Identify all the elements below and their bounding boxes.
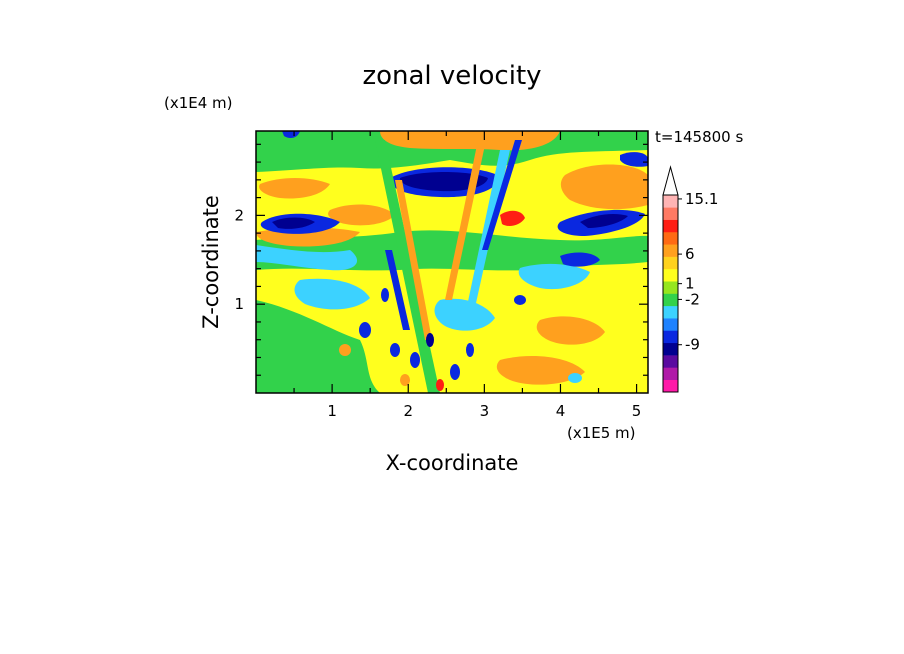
colorbar-band bbox=[663, 293, 678, 307]
field-region-cell-7 bbox=[436, 379, 444, 391]
colorbar-band bbox=[663, 342, 678, 356]
colorbar-band bbox=[663, 355, 678, 368]
colorbar-band bbox=[663, 330, 678, 344]
plot-frame bbox=[255, 130, 649, 394]
y-axis: 12 bbox=[234, 143, 648, 376]
y-tick-label: 2 bbox=[234, 206, 244, 224]
colorbar-band bbox=[663, 231, 678, 245]
field-region-cell-1 bbox=[390, 343, 400, 357]
field-region-orange-bottom bbox=[496, 356, 585, 385]
field-region-jet-right-lower bbox=[560, 252, 600, 267]
colorbar-frame bbox=[662, 194, 679, 393]
colorbar-band bbox=[663, 244, 678, 257]
colorbar-label: 15.1 bbox=[685, 190, 718, 208]
field-region-wave-streak-6 bbox=[445, 140, 486, 300]
field-region-red-core bbox=[500, 210, 525, 226]
x-tick-label: 5 bbox=[632, 402, 642, 420]
colorbar-band bbox=[663, 318, 678, 331]
colorbar-band bbox=[663, 281, 678, 294]
field-region-cell-10 bbox=[381, 288, 389, 302]
y-scale-label: (x1E4 m) bbox=[164, 94, 233, 112]
field-region-cell-2 bbox=[410, 352, 420, 368]
field-region-cell-9 bbox=[339, 344, 351, 356]
field-region-orange-lower-right bbox=[536, 316, 605, 345]
x-tick-label: 1 bbox=[327, 402, 337, 420]
field-region-blue-right-upper bbox=[620, 152, 648, 167]
colorbar-label: 1 bbox=[685, 275, 695, 293]
y-axis-title: Z-coordinate bbox=[199, 195, 223, 329]
field-region-wave-streak-3 bbox=[395, 180, 432, 340]
field-region-orange-right-halo bbox=[560, 164, 648, 210]
y-tick-label: 1 bbox=[234, 295, 244, 313]
colorbar-band bbox=[663, 207, 678, 220]
field-region-cell-5 bbox=[466, 343, 474, 357]
colorbar-label: -2 bbox=[685, 290, 700, 308]
field-region-cyan-left bbox=[256, 245, 358, 271]
colorbar-band bbox=[663, 195, 678, 208]
colorbar-band bbox=[663, 219, 678, 233]
field-region-cyan-lower bbox=[434, 298, 495, 331]
x-tick-label: 4 bbox=[556, 402, 566, 420]
colorbar-band bbox=[663, 367, 678, 380]
field-region-cell-4 bbox=[450, 364, 460, 380]
field-region-lower-green bbox=[256, 300, 380, 393]
colorbar-band bbox=[663, 268, 678, 282]
field-region-cyan-mid bbox=[294, 278, 370, 310]
x-axis-title: X-coordinate bbox=[386, 451, 519, 475]
time-label: t=145800 s bbox=[655, 128, 743, 146]
field-region-cell-3 bbox=[426, 333, 434, 347]
x-tick-label: 2 bbox=[403, 402, 413, 420]
field-region-wave-streak-5 bbox=[482, 140, 522, 250]
x-axis: 1 2 3 4 5 bbox=[293, 131, 642, 420]
chart-title: zonal velocity bbox=[362, 61, 541, 91]
field-region-jet-right-core bbox=[580, 214, 628, 228]
x-scale-label: (x1E5 m) bbox=[567, 424, 636, 442]
field-region-orange-left-upper bbox=[259, 178, 330, 199]
field-region-cyan-right bbox=[518, 263, 590, 290]
colorbar: 15.1 6 1-2 -9 bbox=[662, 165, 718, 393]
field-region-cell-12 bbox=[568, 373, 582, 383]
colorbar-max-arrow bbox=[662, 165, 679, 196]
field-region-wave-streak-2 bbox=[385, 250, 410, 330]
field-region-jet-upper-core bbox=[400, 172, 488, 192]
colorbar-band bbox=[663, 256, 678, 270]
field-region-cell-8 bbox=[359, 322, 371, 338]
colorbar-band bbox=[663, 379, 678, 393]
field-region-orange-upper-mid bbox=[328, 204, 395, 226]
field-region-orange-top bbox=[380, 131, 560, 151]
colorbar-label: 6 bbox=[685, 245, 695, 263]
field-region-cell-11 bbox=[514, 295, 526, 305]
field-region-jet-left-core bbox=[272, 217, 315, 229]
colorbar-band bbox=[663, 305, 678, 319]
colorbar-label: -9 bbox=[685, 336, 700, 354]
field-region-cell-6 bbox=[400, 374, 410, 386]
contour-field bbox=[256, 131, 648, 393]
field-region-blue-upper-left bbox=[282, 131, 300, 139]
x-tick-label: 3 bbox=[480, 402, 490, 420]
